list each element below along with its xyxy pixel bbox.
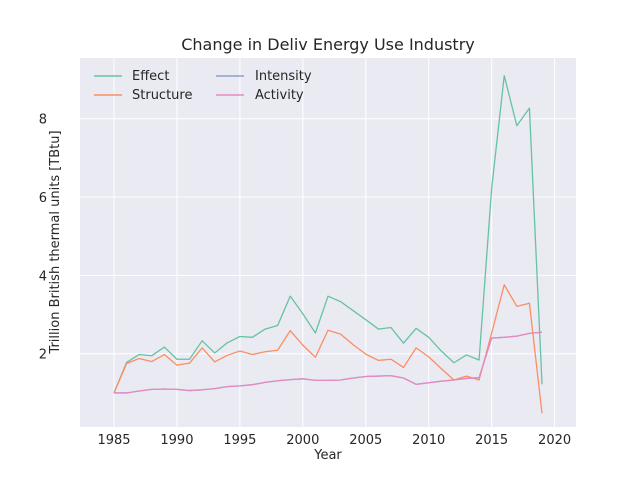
legend-label-effect: Effect bbox=[132, 69, 169, 84]
x-tick-label-2000: 2000 bbox=[286, 433, 319, 448]
x-axis-ticks: 1985 1990 1995 2000 2005 2010 2015 2020 bbox=[97, 433, 571, 448]
x-tick-label-2005: 2005 bbox=[349, 433, 382, 448]
y-tick-label-2: 2 bbox=[39, 348, 47, 363]
y-axis-label: Trillion British thermal units [TBtu] bbox=[48, 130, 63, 354]
x-tick-label-2020: 2020 bbox=[538, 433, 571, 448]
legend-label-intensity: Intensity bbox=[255, 69, 312, 84]
y-axis-ticks: 2 4 6 8 bbox=[39, 113, 47, 363]
legend-item-activity: Activity bbox=[216, 88, 304, 103]
grid bbox=[80, 58, 576, 427]
x-tick-label-2015: 2015 bbox=[475, 433, 508, 448]
y-tick-label-6: 6 bbox=[39, 191, 47, 206]
legend-item-effect: Effect bbox=[94, 69, 169, 84]
plot-background bbox=[80, 58, 576, 427]
legend-label-structure: Structure bbox=[132, 88, 192, 103]
legend-item-structure: Structure bbox=[94, 88, 192, 103]
y-tick-label-4: 4 bbox=[39, 269, 47, 284]
y-tick-label-8: 8 bbox=[39, 113, 47, 128]
legend-item-intensity: Intensity bbox=[216, 69, 312, 84]
legend-label-activity: Activity bbox=[255, 88, 304, 103]
series-line-effect bbox=[113, 74, 543, 394]
series-lines bbox=[113, 74, 543, 414]
x-tick-label-1995: 1995 bbox=[223, 433, 256, 448]
legend: Effect Structure Intensity Activity bbox=[94, 69, 312, 103]
series-line-structure bbox=[113, 284, 543, 414]
chart-title: Change in Deliv Energy Use Industry bbox=[181, 35, 475, 54]
x-tick-label-1990: 1990 bbox=[160, 433, 193, 448]
x-axis-label: Year bbox=[313, 448, 342, 463]
series-line-activity bbox=[113, 331, 543, 394]
x-tick-label-1985: 1985 bbox=[97, 433, 130, 448]
x-tick-label-2010: 2010 bbox=[412, 433, 445, 448]
